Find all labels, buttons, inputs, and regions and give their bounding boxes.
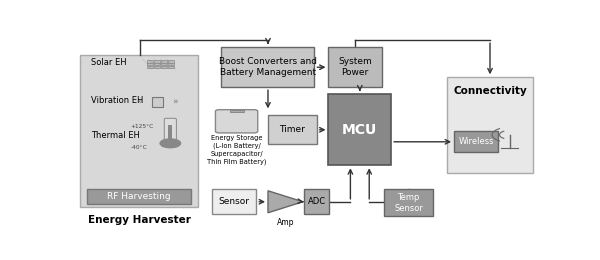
Text: +125°C: +125°C [131, 124, 154, 129]
Text: Energy Harvester: Energy Harvester [88, 215, 190, 225]
Text: ADC: ADC [308, 197, 326, 206]
Text: RF Harvesting: RF Harvesting [107, 192, 171, 201]
FancyBboxPatch shape [154, 63, 160, 66]
FancyBboxPatch shape [164, 118, 176, 142]
FancyBboxPatch shape [268, 115, 317, 144]
Text: Timer: Timer [280, 125, 305, 134]
Polygon shape [268, 191, 303, 213]
FancyBboxPatch shape [147, 60, 153, 63]
Text: Connectivity: Connectivity [453, 86, 527, 96]
Text: System
Power: System Power [338, 57, 372, 77]
Text: Temp
Sensor: Temp Sensor [394, 193, 423, 213]
FancyBboxPatch shape [168, 63, 174, 66]
FancyBboxPatch shape [168, 66, 174, 68]
FancyBboxPatch shape [80, 55, 198, 207]
Text: «: « [137, 98, 143, 107]
FancyBboxPatch shape [154, 60, 160, 63]
Text: MCU: MCU [342, 123, 377, 137]
FancyBboxPatch shape [147, 63, 153, 66]
FancyBboxPatch shape [86, 189, 191, 204]
FancyBboxPatch shape [212, 189, 256, 214]
FancyBboxPatch shape [154, 66, 160, 68]
FancyBboxPatch shape [147, 66, 153, 68]
Text: Vibration EH: Vibration EH [91, 96, 143, 105]
FancyBboxPatch shape [447, 77, 533, 173]
Text: Sensor: Sensor [219, 197, 250, 206]
FancyBboxPatch shape [304, 189, 329, 214]
FancyBboxPatch shape [161, 63, 167, 66]
FancyBboxPatch shape [168, 60, 174, 63]
FancyBboxPatch shape [215, 110, 258, 133]
FancyBboxPatch shape [161, 60, 167, 63]
Text: Energy Storage
(L-Ion Battery/
Supercapacitor/
Thin Film Battery): Energy Storage (L-Ion Battery/ Supercapa… [207, 135, 266, 165]
Circle shape [160, 139, 181, 148]
FancyBboxPatch shape [230, 110, 244, 112]
FancyBboxPatch shape [328, 47, 382, 87]
FancyBboxPatch shape [161, 66, 167, 68]
Text: »: » [172, 98, 178, 107]
FancyBboxPatch shape [328, 94, 391, 165]
Text: Solar EH: Solar EH [91, 58, 127, 67]
Text: Boost Converters and
Battery Management: Boost Converters and Battery Management [219, 57, 317, 77]
FancyBboxPatch shape [454, 131, 498, 152]
Text: Thermal EH: Thermal EH [91, 131, 140, 140]
Text: Amp: Amp [277, 218, 294, 227]
FancyBboxPatch shape [169, 125, 172, 141]
FancyBboxPatch shape [384, 189, 433, 216]
Text: Wireless: Wireless [458, 137, 494, 146]
FancyBboxPatch shape [221, 47, 314, 87]
FancyBboxPatch shape [152, 97, 163, 107]
Text: -40°C: -40°C [131, 145, 148, 150]
